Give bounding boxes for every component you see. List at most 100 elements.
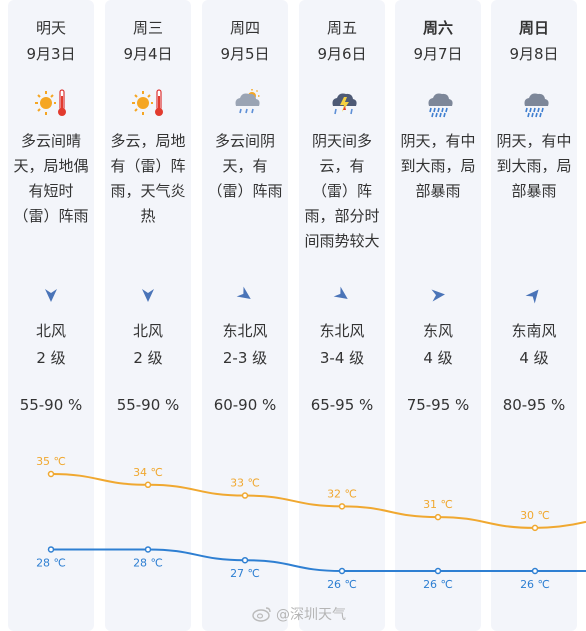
wind-level: 3-4 级 <box>319 349 365 367</box>
humidity: 60-90 % <box>213 396 277 414</box>
low-temp-line <box>51 548 586 572</box>
wind-direction: 东北风 <box>319 322 365 340</box>
wind-arrow-east-icon <box>431 289 445 302</box>
description-line: （雷）阵雨 <box>13 207 89 225</box>
description-line: 有短时 <box>28 182 74 200</box>
wind-arrow-northeast-icon <box>236 286 251 300</box>
description-line: 云，有 <box>319 157 365 175</box>
day-column: 周四 9月5日 多云间阴 天，有 （雷）阵雨 东北风 2-3 级 60-90 % <box>202 0 288 631</box>
description-line: 天，有 <box>222 157 268 175</box>
date-label: 9月3日 <box>26 45 76 63</box>
description-line: 间雨势较大 <box>304 232 380 250</box>
weather-description: 多云间阴天，有 （雷）阵雨 <box>206 129 284 204</box>
high-temp-point <box>144 481 152 489</box>
watermark: @深圳天气 <box>252 603 346 625</box>
wind-direction: 北风 <box>132 322 163 340</box>
day-column: 明天 9月3日 多云间晴 天，局地偶 有短时 （雷）阵雨 北风 2 级 55-90 % <box>8 0 94 631</box>
high-temp-label: 33 ℃ <box>230 477 260 490</box>
low-temp-point <box>47 546 55 553</box>
wind-direction: 东风 <box>422 322 453 340</box>
description-line: 阴天，有中 <box>496 132 572 150</box>
wind-direction: 东南风 <box>511 322 557 340</box>
high-temp-label: 31 ℃ <box>423 498 453 511</box>
date-label: 9月8日 <box>509 45 559 63</box>
weather-description: 阴天，有中到大雨，局部暴雨 <box>495 129 573 204</box>
description-line: 阴天，有中 <box>400 132 476 150</box>
description-line: 到大雨，局 <box>496 157 572 175</box>
humidity: 80-95 % <box>502 396 566 414</box>
heavy-rain-icon <box>524 93 549 118</box>
description-line: 多云间晴 <box>20 132 81 150</box>
low-temp-label: 27 ℃ <box>230 567 260 580</box>
low-temp-point <box>144 546 152 553</box>
wind-arrow-north-icon <box>45 289 57 302</box>
day-label: 明天 <box>35 19 66 37</box>
description-line: 多云，局地 <box>110 132 186 150</box>
high-temp-line <box>50 473 586 529</box>
low-temp-label: 28 ℃ <box>36 556 66 569</box>
low-temp-point <box>338 567 346 575</box>
humidity: 65-95 % <box>310 396 374 414</box>
low-temp-label: 26 ℃ <box>327 578 357 591</box>
wind-level: 2 级 <box>133 349 163 367</box>
wind-level: 4 级 <box>423 349 453 367</box>
sunny-hot-icon <box>35 89 66 116</box>
day-label: 周六 <box>422 19 453 37</box>
high-temp-label: 35 ℃ <box>36 455 66 468</box>
high-temp-point <box>338 503 346 510</box>
description-line: 天，局地偶 <box>13 157 89 175</box>
wind-level: 2-3 级 <box>222 349 268 367</box>
weather-description: 多云间晴天，局地偶有短时 （雷）阵雨 <box>12 129 90 229</box>
description-line: 部暴雨 <box>415 182 461 200</box>
low-temp-point <box>434 567 442 575</box>
wind-level: 4 级 <box>519 349 549 367</box>
date-label: 9月7日 <box>413 45 463 63</box>
wind-arrow-southeast-icon <box>525 289 539 304</box>
description-line: 雨，天气炎 <box>110 182 186 200</box>
high-temp-label: 34 ℃ <box>133 466 163 479</box>
sunny-hot-icon <box>132 89 163 116</box>
wind-direction: 东北风 <box>222 322 268 340</box>
watermark-text: @深圳天气 <box>276 607 346 623</box>
high-temp-point <box>531 524 539 532</box>
day-label: 周四 <box>229 19 260 37</box>
description-line: 阴天间多 <box>311 132 372 150</box>
description-line: （雷）阵雨 <box>207 182 283 200</box>
low-temp-label: 28 ℃ <box>133 556 163 569</box>
low-temp-point <box>531 567 539 575</box>
description-line: 多云间阴 <box>214 132 275 150</box>
description-line: 热 <box>140 207 156 225</box>
date-label: 9月6日 <box>317 45 367 63</box>
day-column: 周三 9月4日 多云，局地有（雷）阵雨，天气炎热北风 2 级 55-90 % <box>105 0 191 631</box>
description-line: （雷）阵 <box>311 182 372 200</box>
description-line: 到大雨，局 <box>400 157 476 175</box>
high-temp-label: 30 ℃ <box>520 509 550 522</box>
cloudy-rain-icon <box>235 89 260 114</box>
humidity: 55-90 % <box>116 396 180 414</box>
date-label: 9月4日 <box>123 45 173 63</box>
high-temp-point <box>241 492 249 499</box>
day-label: 周五 <box>326 19 357 37</box>
description-line: 部暴雨 <box>511 182 557 200</box>
weibo-icon <box>252 607 271 622</box>
day-label: 周日 <box>518 19 549 37</box>
weather-description: 多云，局地有（雷）阵雨，天气炎热 <box>109 129 187 229</box>
high-temp-label: 32 ℃ <box>327 487 357 500</box>
day-label: 周三 <box>132 19 163 37</box>
description-line: 有（雷）阵 <box>110 157 186 175</box>
temperature-chart: 35 ℃ 34 ℃ 33 ℃ 32 ℃ 31 ℃ 30 ℃ 28 ℃ 28 ℃ 27 ℃ 26 ℃… <box>36 455 586 591</box>
weather-description: 阴天间多云，有 （雷）阵雨，部分时间雨势较大 <box>303 129 381 254</box>
day-column: 周五 9月6日 阴天间多云，有 （雷）阵雨，部分时间雨势较大东北风 3-4 级 65-9… <box>299 0 385 631</box>
description-line: 雨，部分时 <box>304 207 380 225</box>
high-temp-point <box>47 470 55 478</box>
low-temp-label: 26 ℃ <box>423 578 453 591</box>
humidity: 55-90 % <box>19 396 83 414</box>
heavy-rain-icon <box>428 93 453 118</box>
wind-arrow-northeast-icon <box>333 286 348 300</box>
humidity: 75-95 % <box>406 396 470 414</box>
low-temp-label: 26 ℃ <box>520 578 550 591</box>
low-temp-point <box>241 556 249 564</box>
weather-description: 阴天，有中到大雨，局部暴雨 <box>399 129 477 204</box>
wind-level: 2 级 <box>36 349 66 367</box>
day-column: 周六 9月7日 阴天，有中到大雨，局部暴雨东风 4 级 75-95 % <box>395 0 481 631</box>
